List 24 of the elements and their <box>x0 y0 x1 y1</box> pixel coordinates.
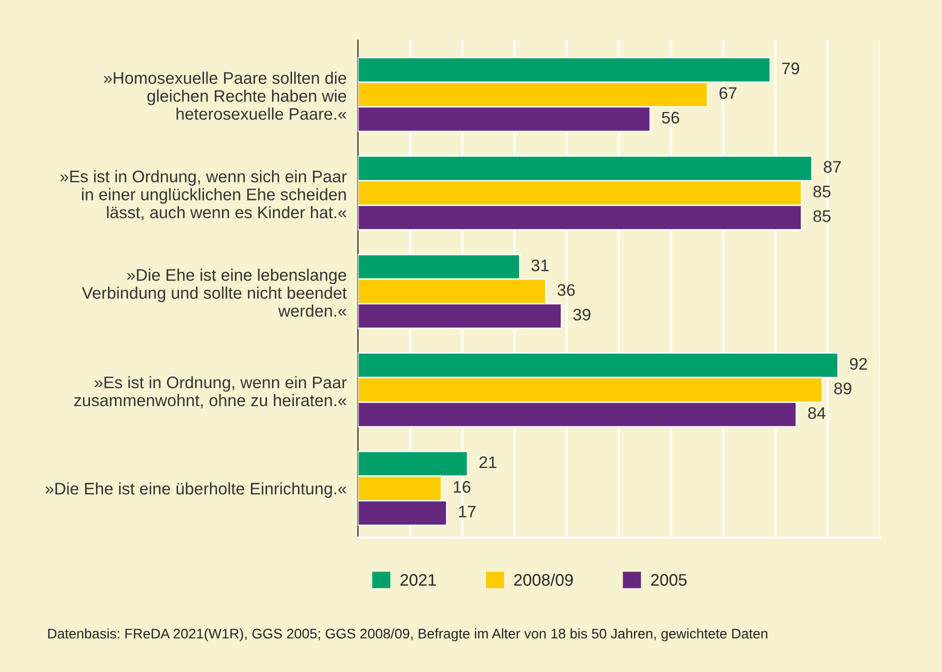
data-label: 16 <box>454 481 470 493</box>
y-tick-label: »Homosexuelle Paare sollten die gleichen Rechte haben wie heterosexuelle Paare.« <box>104 72 346 120</box>
data-label: 36 <box>558 284 575 296</box>
data-label: 85 <box>813 186 830 198</box>
data-label: 87 <box>824 161 841 173</box>
data-label: 17 <box>459 506 476 518</box>
legend-label: 2008/09 <box>514 574 573 586</box>
legend-label: 2021 <box>400 574 436 586</box>
data-label: 31 <box>531 259 549 272</box>
data-label: 56 <box>662 112 680 124</box>
data-label: 85 <box>813 210 830 222</box>
text: Datenbasis: FReDA 2021(W1R), GGS 2005; GGS 2008/09, Befragte im Alter von 18 bis 50 Jahren, gewichtete Daten <box>48 628 768 642</box>
data-label: 39 <box>573 308 590 321</box>
y-tick-label: »Es ist in Ordnung, wenn sich ein Paar in einer unglücklichen Ehe scheiden lässt, auch wenn es Kinder hat.« <box>60 170 347 220</box>
data-label: 21 <box>480 456 496 468</box>
data-label: 92 <box>850 358 867 370</box>
y-tick-label: »Die Ehe ist eine lebenslange Verbindung und sollte nicht beendet werden.« <box>82 268 347 317</box>
data-label: 67 <box>720 87 736 99</box>
y-tick-label: »Die Ehe ist eine überholte Einrichtung.« <box>46 482 346 498</box>
y-tick-label: »Es ist in Ordnung, wenn ein Paar zusammenwohnt, ohne zu heiraten.« <box>74 376 347 408</box>
data-label: 89 <box>834 382 852 394</box>
legend-label: 2005 <box>651 574 687 586</box>
data-label: 84 <box>808 407 826 419</box>
data-label: 79 <box>782 62 800 74</box>
